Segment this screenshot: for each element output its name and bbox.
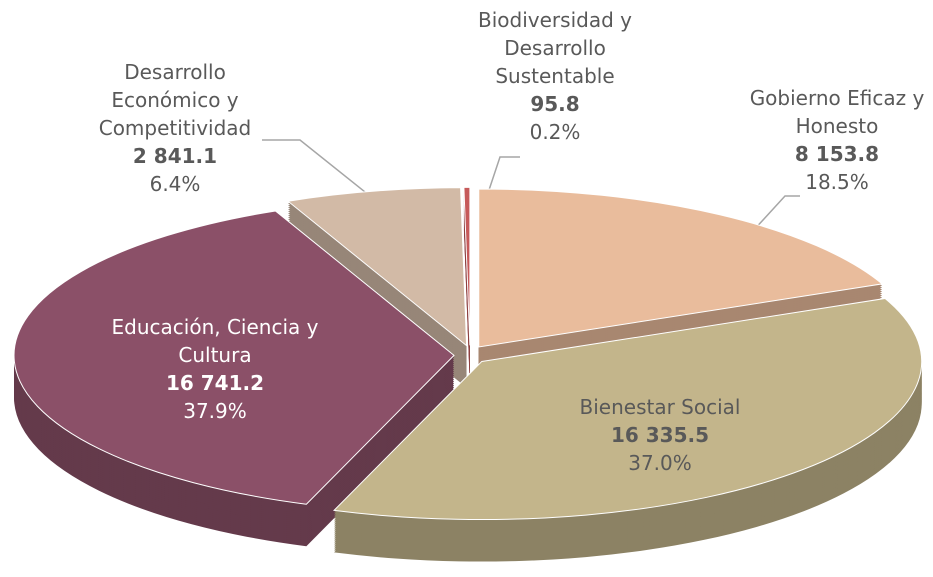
value-label: 2 841.1 <box>132 144 218 168</box>
slice <box>286 187 468 347</box>
slice-label: Educación, Ciencia y Cultura 16 741.2 37.9… <box>85 313 345 425</box>
slice-label: Bienestar Social 16 335.5 37.0% <box>530 393 790 477</box>
percent-label: 6.4% <box>149 172 201 196</box>
category-label: Gobierno Eficaz y Honesto <box>749 86 925 138</box>
slice <box>463 186 471 346</box>
value-label: 16 741.2 <box>165 371 265 395</box>
category-label: Educación, Ciencia y Cultura <box>111 315 319 367</box>
percent-label: 0.2% <box>529 120 581 144</box>
slice-label: Biodiversidad y Desarrollo Sustentable 95… <box>455 6 655 146</box>
percent-label: 37.9% <box>183 399 247 423</box>
percent-label: 18.5% <box>805 170 869 194</box>
value-label: 95.8 <box>530 92 580 116</box>
category-label: Biodiversidad y Desarrollo Sustentable <box>478 8 632 88</box>
slice <box>13 210 455 505</box>
value-label: 8 153.8 <box>794 142 880 166</box>
leader-line <box>751 195 800 233</box>
category-label: Desarrollo Económico y Competitividad <box>98 60 252 140</box>
category-label: Bienestar Social <box>579 395 741 419</box>
slice <box>478 188 884 348</box>
percent-label: 37.0% <box>628 451 692 475</box>
slice <box>332 297 923 521</box>
slice-label: Gobierno Eficaz y Honesto 8 153.8 18.5% <box>737 84 933 196</box>
slice-label: Desarrollo Económico y Competitividad 2 8… <box>75 58 275 198</box>
leader-line <box>262 139 391 213</box>
value-label: 16 335.5 <box>610 423 710 447</box>
